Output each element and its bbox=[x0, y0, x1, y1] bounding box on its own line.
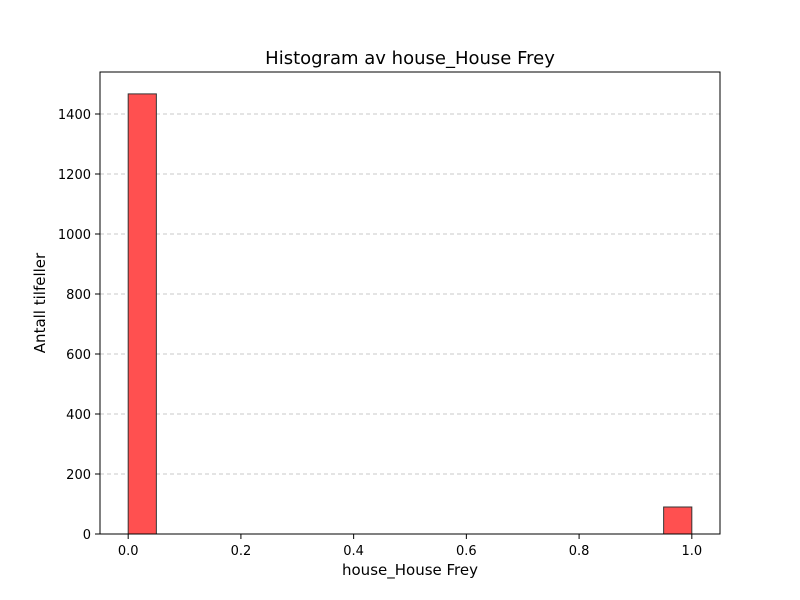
y-tick-label: 1000 bbox=[58, 228, 91, 243]
x-axis-ticks: 0.0 0.2 0.4 0.6 0.8 1.0 bbox=[118, 534, 702, 559]
histogram-bar bbox=[663, 506, 693, 535]
y-tick-label: 800 bbox=[66, 288, 91, 303]
y-tick-label: 200 bbox=[66, 468, 91, 483]
histogram-bars bbox=[127, 93, 693, 535]
histogram-bar bbox=[127, 93, 157, 535]
y-axis-label: Antall tilfeller bbox=[31, 252, 49, 353]
x-tick-label: 0.6 bbox=[456, 544, 477, 559]
grid-lines bbox=[100, 113, 720, 475]
x-tick-label: 0.0 bbox=[118, 544, 139, 559]
y-tick-label: 1200 bbox=[58, 168, 91, 183]
x-tick-label: 0.2 bbox=[231, 544, 252, 559]
y-axis-ticks: 0 200 400 600 800 1000 1200 1400 bbox=[58, 108, 100, 543]
y-tick-label: 0 bbox=[83, 528, 91, 543]
y-tick-label: 1400 bbox=[58, 108, 91, 123]
x-tick-label: 0.8 bbox=[569, 544, 590, 559]
x-tick-label: 1.0 bbox=[681, 544, 702, 559]
chart-title: Histogram av house_House Frey bbox=[265, 48, 555, 69]
y-tick-label: 600 bbox=[66, 348, 91, 363]
plot-frame bbox=[99, 71, 721, 535]
x-axis-label: house_House Frey bbox=[342, 561, 478, 580]
x-tick-label: 0.4 bbox=[343, 544, 364, 559]
y-tick-label: 400 bbox=[66, 408, 91, 423]
